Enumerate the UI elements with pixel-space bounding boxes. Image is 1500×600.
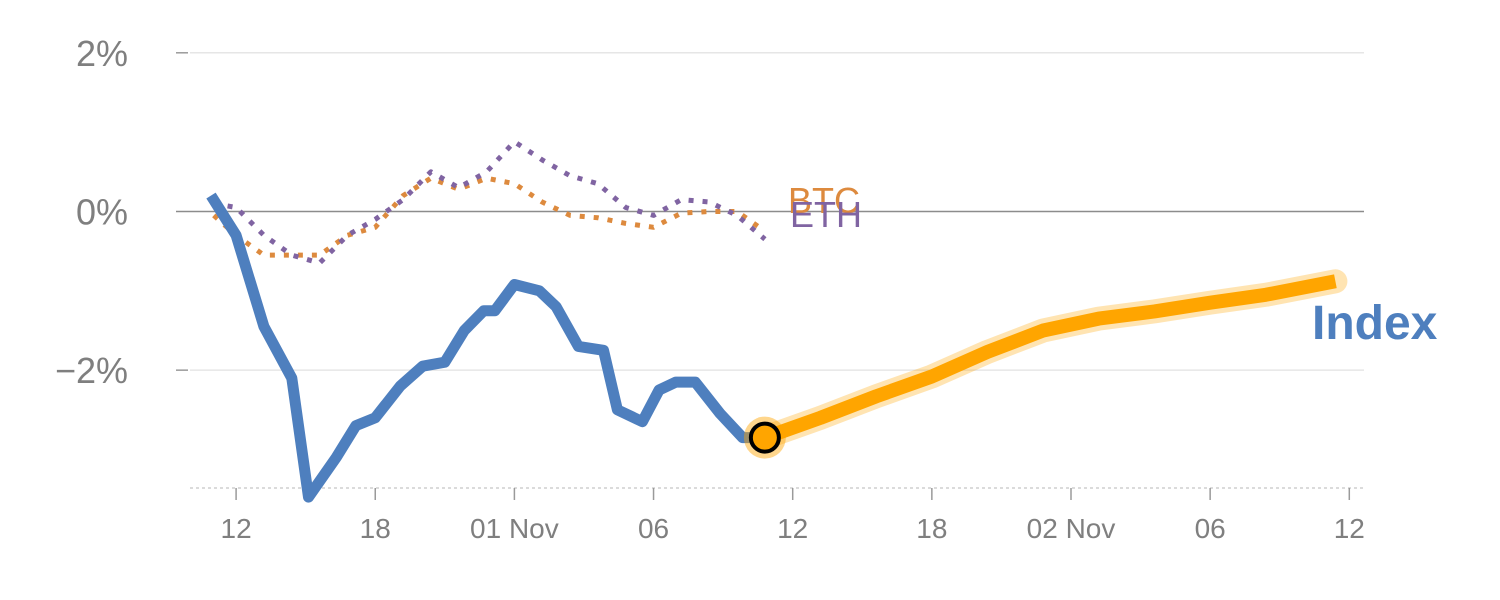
- x-tick-label: 06: [638, 513, 669, 544]
- series-line-eth: [213, 139, 767, 266]
- y-tick-label: −2%: [55, 350, 128, 391]
- current-point-marker: [748, 421, 781, 454]
- y-tick-label: 0%: [76, 191, 128, 232]
- x-tick-label: 12: [1334, 513, 1365, 544]
- series-line-btc: [212, 175, 767, 258]
- y-axis: 2% 0% −2%: [55, 33, 188, 391]
- series-line-index: [206, 192, 779, 503]
- series-label-eth: ETH: [790, 194, 862, 235]
- forecast-line: [762, 274, 1337, 445]
- forecast-glow: [752, 269, 1348, 450]
- series-layer: [206, 139, 1348, 503]
- x-tick-label: 02 Nov: [1027, 513, 1116, 544]
- x-axis: 12 18 01 Nov 06 12 18 02 Nov 06 12: [190, 487, 1365, 544]
- series-label-btc: BTC: [788, 180, 860, 221]
- x-tick-label: 12: [777, 513, 808, 544]
- x-tick-label: 06: [1195, 513, 1226, 544]
- gridlines: [190, 52, 1364, 371]
- y-tick-label: 2%: [76, 33, 128, 74]
- x-tick-label: 01 Nov: [470, 513, 559, 544]
- x-tick-label: 18: [360, 513, 391, 544]
- series-label-index: Index: [1312, 297, 1438, 350]
- x-tick-label: 12: [221, 513, 252, 544]
- x-tick-label: 18: [916, 513, 947, 544]
